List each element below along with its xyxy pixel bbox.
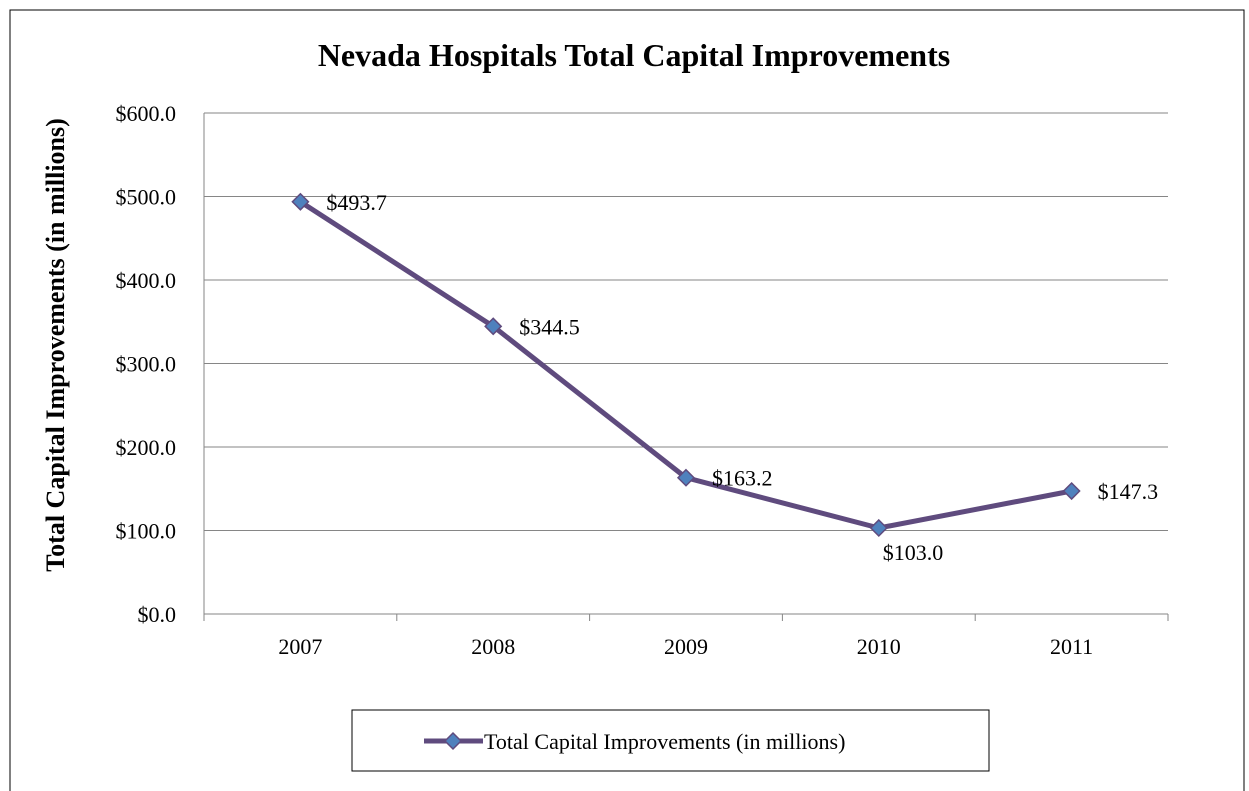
data-label: $163.2: [712, 466, 773, 491]
x-tick-label: 2008: [471, 634, 515, 659]
y-axis-label: Total Capital Improvements (in millions): [41, 118, 70, 572]
data-label: $493.7: [326, 190, 387, 215]
x-tick-label: 2010: [857, 634, 901, 659]
outer-border: [9, 9, 1245, 791]
legend-marker-swatch: [443, 731, 463, 751]
x-tick-label: 2009: [664, 634, 708, 659]
legend-label: Total Capital Improvements (in millions): [484, 729, 845, 754]
data-point-marker: [484, 317, 503, 336]
data-point-marker: [291, 192, 310, 211]
y-tick-label: $400.0: [116, 268, 177, 293]
x-tick-label: 2011: [1050, 634, 1093, 659]
y-tick-label: $200.0: [116, 435, 177, 460]
y-tick-label: $0.0: [138, 602, 177, 627]
data-point-marker: [676, 468, 696, 487]
gridlines: [203, 112, 1169, 621]
y-tick-label: $500.0: [116, 185, 177, 210]
data-point-marker: [869, 518, 888, 538]
y-tick-label: $300.0: [116, 352, 177, 377]
legend: Total Capital Improvements (in millions): [351, 709, 990, 772]
data-labels: $493.7 $344.5 $163.2 $103.0 $147.3: [326, 190, 1158, 565]
data-label: $147.3: [1098, 479, 1159, 504]
data-point-marker: [1062, 481, 1081, 501]
data-label: $344.5: [519, 314, 580, 339]
chart-title: Nevada Hospitals Total Capital Improveme…: [318, 37, 950, 73]
data-label: $103.0: [883, 540, 944, 565]
x-tick-labels: 2007 2008 2009 2010 2011: [278, 634, 1093, 659]
y-tick-label: $100.0: [116, 519, 177, 544]
x-tick-label: 2007: [278, 634, 322, 659]
y-tick-label: $600.0: [116, 101, 177, 126]
series-layer: [291, 192, 1081, 538]
y-tick-labels: $0.0 $100.0 $200.0 $300.0 $400.0 $500.0 $600.0: [116, 101, 177, 627]
